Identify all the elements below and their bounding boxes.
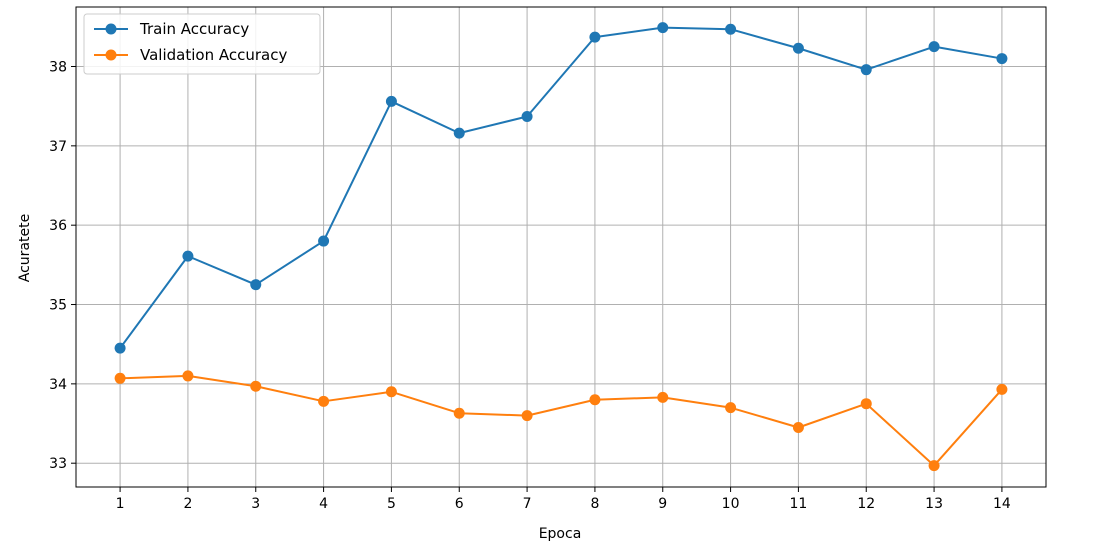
data-point (453, 127, 465, 139)
data-point (453, 407, 465, 419)
x-tick-label: 9 (658, 496, 667, 512)
data-point (250, 279, 262, 291)
data-point (657, 391, 669, 403)
data-point (521, 110, 533, 122)
x-tick-label: 7 (523, 496, 532, 512)
data-point (182, 250, 194, 262)
x-tick-label: 10 (722, 496, 740, 512)
data-point (318, 395, 330, 407)
y-axis-label: Acuratete (17, 214, 33, 282)
x-tick-label: 1 (116, 496, 125, 512)
data-point (114, 372, 126, 384)
y-tick-label: 34 (49, 377, 67, 393)
legend-marker-validation (105, 49, 117, 61)
data-point (521, 410, 533, 422)
data-point (182, 370, 194, 382)
y-tick-label: 36 (49, 218, 67, 234)
series-line-1 (120, 374, 1003, 467)
legend-box (83, 13, 321, 75)
x-tick-label: 12 (857, 496, 875, 512)
data-point (725, 23, 737, 35)
data-point (928, 41, 940, 53)
data-point (792, 421, 804, 433)
data-point (996, 383, 1008, 395)
y-tick-label: 35 (49, 298, 67, 314)
legend-label-train: Train Accuracy (139, 20, 249, 38)
data-point (928, 460, 940, 472)
y-tick-label: 38 (49, 60, 67, 76)
data-point (589, 394, 601, 406)
x-tick-label: 13 (925, 496, 943, 512)
y-tick-label: 33 (49, 456, 67, 472)
data-point (860, 64, 872, 76)
plot-frame (75, 6, 1047, 488)
x-axis-label: Epoca (539, 526, 582, 542)
y-tick-label: 37 (49, 139, 67, 155)
x-tick-label: 14 (993, 496, 1011, 512)
x-tick-label: 4 (319, 496, 328, 512)
data-point (385, 95, 397, 107)
data-point (385, 386, 397, 398)
data-point (792, 42, 804, 54)
legend-label-validation: Validation Accuracy (140, 46, 287, 64)
x-tick-label: 5 (387, 496, 396, 512)
x-tick-label: 11 (789, 496, 807, 512)
data-point (250, 380, 262, 392)
data-point (996, 53, 1008, 65)
x-tick-label: 6 (455, 496, 464, 512)
grid-layer (76, 7, 1046, 487)
x-tick-label: 3 (251, 496, 260, 512)
series-line-0 (119, 26, 1003, 349)
data-point (589, 31, 601, 43)
series-layer (114, 22, 1008, 472)
legend-marker-train (105, 23, 117, 35)
data-point (318, 235, 330, 247)
data-point (725, 402, 737, 414)
data-point (657, 22, 669, 34)
data-point (114, 342, 126, 354)
legend: Train Accuracy Validation Accuracy (83, 13, 321, 75)
x-tick-label: 8 (590, 496, 599, 512)
data-point (860, 398, 872, 410)
x-tick-label: 2 (183, 496, 192, 512)
